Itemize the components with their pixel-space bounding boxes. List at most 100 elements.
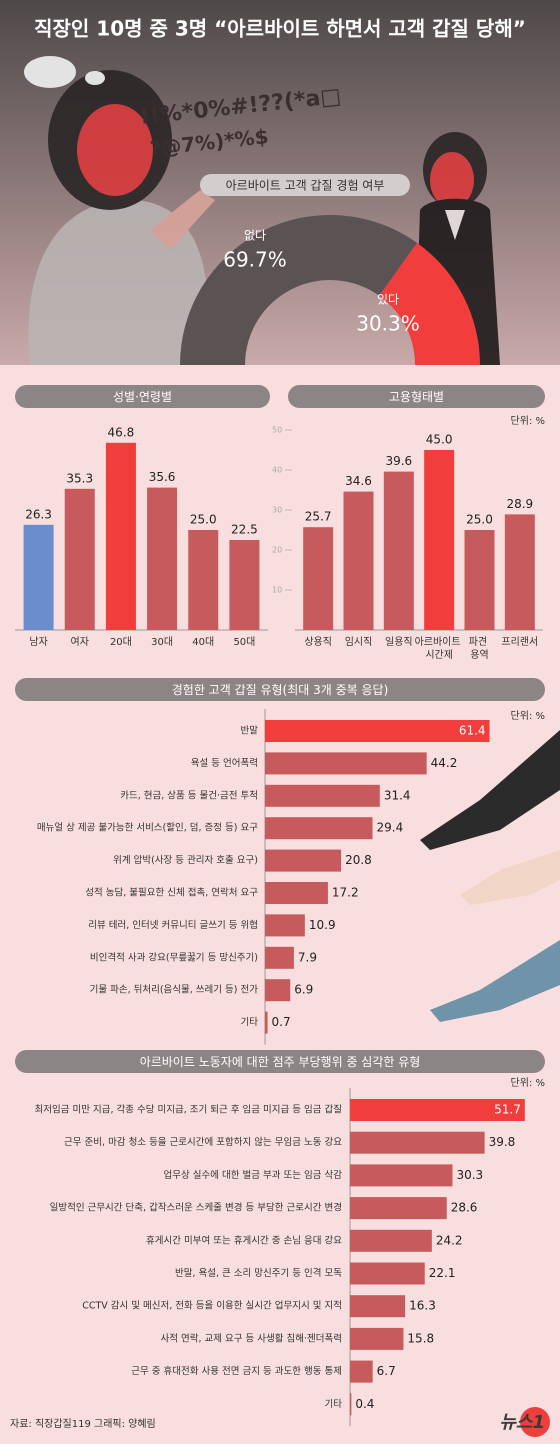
y-tick-label: 10 xyxy=(272,586,282,595)
value-label: 51.7 xyxy=(494,1103,521,1117)
value-label: 34.6 xyxy=(345,474,372,488)
bar xyxy=(188,530,219,630)
category-label: 비인격적 사과 강요(무릎꿇기 등 망신주기) xyxy=(90,951,258,963)
value-label: 44.2 xyxy=(431,756,458,770)
bar xyxy=(265,882,328,904)
bar xyxy=(504,514,535,630)
donut-segment xyxy=(180,215,418,365)
value-label: 31.4 xyxy=(384,788,411,802)
value-label: 28.9 xyxy=(506,497,533,511)
x-tick-label: 40대 xyxy=(192,636,214,648)
value-label: 39.6 xyxy=(385,454,412,468)
value-label: 35.6 xyxy=(149,470,176,484)
category-label: 일방적인 근무시간 단축, 갑작스러운 스케줄 변경 등 부당한 근로시간 변경 xyxy=(50,1202,342,1214)
bar xyxy=(265,914,305,937)
value-label: 28.6 xyxy=(451,1201,478,1215)
x-tick-label: 상용직 xyxy=(304,636,332,648)
section-title: 아르바이트 고객 갑질 경험 여부 xyxy=(226,179,385,193)
category-label: 성적 농담, 불필요한 신체 접촉, 연락처 요구 xyxy=(85,887,258,899)
bar xyxy=(350,1327,404,1350)
value-label: 30.3% xyxy=(356,312,420,336)
bar xyxy=(350,1131,485,1154)
category-label: 기타 xyxy=(325,1399,343,1410)
bar xyxy=(350,1197,447,1220)
unit-label: 단위: % xyxy=(511,1076,545,1089)
bar xyxy=(464,530,495,630)
bar xyxy=(424,450,455,630)
value-label: 25.0 xyxy=(190,513,217,527)
value-label: 69.7% xyxy=(223,248,287,272)
unit-label: 단위: % xyxy=(511,709,545,722)
bar xyxy=(350,1295,406,1318)
value-label: 22.1 xyxy=(429,1266,456,1280)
value-label: 29.4 xyxy=(377,821,404,835)
section-pill xyxy=(15,385,270,408)
value-label: 45.0 xyxy=(426,433,453,447)
y-tick-label: 50 xyxy=(272,426,282,435)
bar xyxy=(265,849,342,872)
section-pill xyxy=(288,385,545,408)
category-label: 업무상 실수에 대한 벌금 부과 또는 임금 삭감 xyxy=(164,1169,343,1181)
category-label: 기타 xyxy=(241,1017,259,1028)
value-label: 0.7 xyxy=(272,1015,291,1029)
category-label: 반말, 욕설, 큰 소리 망신주기 등 인격 모독 xyxy=(175,1267,342,1279)
bar xyxy=(147,487,178,630)
bar xyxy=(265,979,291,1002)
value-label: 39.8 xyxy=(489,1135,516,1149)
x-tick-label: 일용직 xyxy=(385,636,413,648)
x-tick-label: 임시직 xyxy=(345,635,373,648)
category-label: CCTV 감시 및 메신저, 전화 등을 이용한 실시간 업무지시 및 지적 xyxy=(82,1300,342,1312)
category-label: 위계 압박(사장 등 관리자 호출 요구) xyxy=(113,854,258,866)
category-label: 근무 준비, 마감 청소 등을 근로시간에 포함하지 않는 무임금 노동 강요 xyxy=(64,1136,342,1148)
category-label: 기물 파손, 뒤처리(음식물, 쓰레기 등) 전가 xyxy=(90,984,259,996)
value-label: 16.3 xyxy=(409,1299,436,1313)
value-label: 6.7 xyxy=(377,1364,396,1378)
bar xyxy=(350,1164,453,1187)
value-label: 22.5 xyxy=(231,523,258,537)
bar xyxy=(105,442,136,630)
value-label: 30.3 xyxy=(456,1168,483,1182)
category-label: 반말 xyxy=(241,725,259,737)
bar xyxy=(350,1360,373,1383)
category-label: 최저임금 미만 지급, 각종 수당 미지급, 조기 퇴근 후 임금 미지급 등 … xyxy=(35,1104,343,1116)
value-label: 6.9 xyxy=(294,983,313,997)
section-pill xyxy=(15,1050,545,1073)
donut-segment xyxy=(379,242,480,365)
value-label: 46.8 xyxy=(108,425,135,439)
x-tick-label: 30대 xyxy=(151,636,173,648)
bar xyxy=(303,527,334,630)
x-tick-label: 아르바이트 시간제 xyxy=(415,636,464,661)
value-label: 61.4 xyxy=(459,724,486,738)
value-label: 17.2 xyxy=(332,886,359,900)
bar xyxy=(265,1011,268,1034)
bar xyxy=(343,491,374,630)
logo-mark xyxy=(520,1407,550,1437)
section-title: 아르바이트 노동자에 대한 점주 부당행위 중 심각한 유형 xyxy=(140,1054,421,1069)
category-label: 근무 중 휴대전화 사용 전면 금지 등 과도한 행동 통제 xyxy=(131,1365,342,1377)
pointing-hands xyxy=(420,730,560,1022)
section-pill xyxy=(15,678,545,701)
bar xyxy=(229,540,260,630)
x-tick-label: 프리랜서 xyxy=(501,636,538,648)
y-tick-label: 30 xyxy=(272,506,282,515)
value-label: 0.4 xyxy=(355,1397,374,1411)
section-title: 성별·연령별 xyxy=(113,390,172,404)
bar xyxy=(265,752,427,775)
y-tick-label: 20 xyxy=(272,546,282,555)
category-label: 사적 연락, 교제 요구 등 사생활 침해·젠더폭력 xyxy=(161,1332,342,1344)
page-title: 직장인 10명 중 3명 “아르바이트 하면서 고객 갑질 당해” xyxy=(34,17,526,41)
category-label: 욕설 등 언어폭력 xyxy=(191,757,258,769)
section-title: 고용형태별 xyxy=(389,390,444,404)
y-tick-label: 40 xyxy=(272,466,282,475)
category-label: 휴게시간 미부여 또는 휴게시간 중 손님 응대 강요 xyxy=(146,1234,342,1246)
value-label: 25.7 xyxy=(305,510,332,524)
x-tick-label: 파견 용역 xyxy=(469,636,491,661)
bar xyxy=(265,817,373,840)
category-label: 매뉴얼 상 제공 불가능한 서비스(할인, 덤, 증정 등) 요구 xyxy=(37,822,258,834)
bar xyxy=(64,488,95,630)
value-label: 20.8 xyxy=(345,853,372,867)
x-tick-label: 20대 xyxy=(110,636,132,648)
value-label: 7.9 xyxy=(298,950,317,964)
bar xyxy=(350,1229,432,1252)
